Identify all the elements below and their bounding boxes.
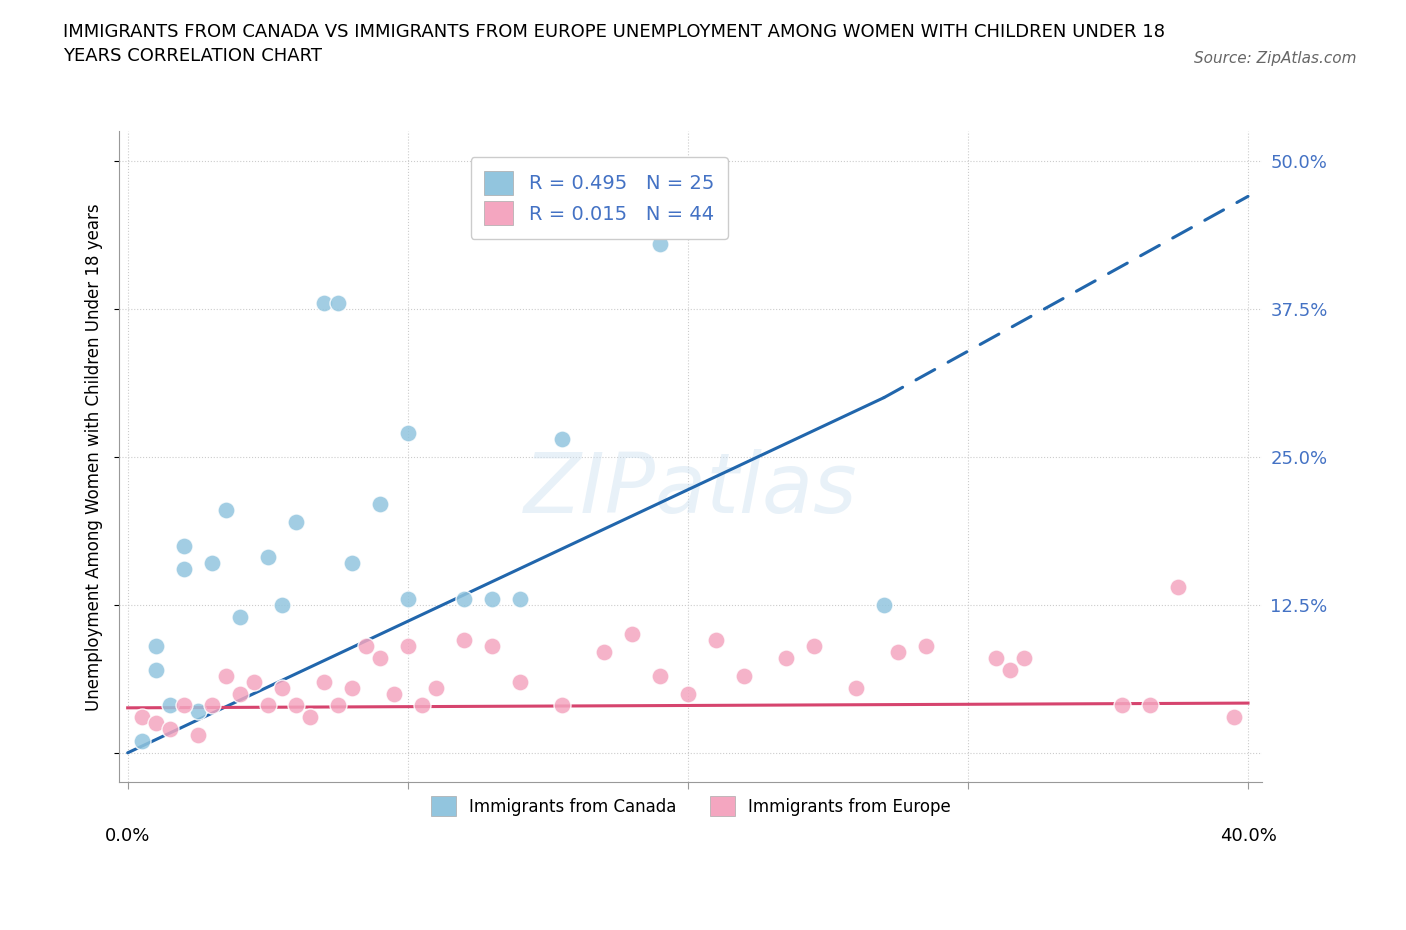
Point bbox=[775, 651, 797, 666]
Point bbox=[173, 562, 195, 577]
Point bbox=[312, 296, 335, 311]
Point bbox=[201, 556, 224, 571]
Text: 40.0%: 40.0% bbox=[1219, 828, 1277, 845]
Text: IMMIGRANTS FROM CANADA VS IMMIGRANTS FROM EUROPE UNEMPLOYMENT AMONG WOMEN WITH C: IMMIGRANTS FROM CANADA VS IMMIGRANTS FRO… bbox=[63, 23, 1166, 65]
Point bbox=[1223, 710, 1246, 724]
Point bbox=[284, 698, 307, 713]
Point bbox=[145, 662, 167, 677]
Point bbox=[312, 674, 335, 689]
Point bbox=[228, 609, 250, 624]
Point bbox=[173, 698, 195, 713]
Point bbox=[131, 710, 153, 724]
Point bbox=[998, 662, 1021, 677]
Point bbox=[733, 669, 755, 684]
Point bbox=[396, 639, 419, 654]
Point bbox=[803, 639, 825, 654]
Point bbox=[873, 597, 896, 612]
Point bbox=[131, 734, 153, 749]
Point bbox=[481, 639, 503, 654]
Point bbox=[159, 698, 181, 713]
Point bbox=[1012, 651, 1035, 666]
Text: Source: ZipAtlas.com: Source: ZipAtlas.com bbox=[1194, 51, 1357, 66]
Point bbox=[887, 644, 910, 659]
Point bbox=[592, 644, 614, 659]
Point bbox=[648, 669, 671, 684]
Point bbox=[1111, 698, 1133, 713]
Point bbox=[340, 556, 363, 571]
Y-axis label: Unemployment Among Women with Children Under 18 years: Unemployment Among Women with Children U… bbox=[86, 203, 103, 711]
Point bbox=[551, 698, 574, 713]
Point bbox=[242, 674, 264, 689]
Point bbox=[326, 698, 349, 713]
Point bbox=[453, 591, 475, 606]
Point bbox=[411, 698, 433, 713]
Point bbox=[145, 716, 167, 731]
Point bbox=[648, 236, 671, 251]
Point bbox=[201, 698, 224, 713]
Point bbox=[481, 591, 503, 606]
Point bbox=[704, 633, 727, 648]
Point bbox=[270, 680, 292, 695]
Point bbox=[368, 651, 391, 666]
Point bbox=[228, 686, 250, 701]
Point bbox=[256, 550, 278, 565]
Point bbox=[396, 591, 419, 606]
Point bbox=[984, 651, 1007, 666]
Point bbox=[845, 680, 868, 695]
Point bbox=[676, 686, 699, 701]
Point bbox=[173, 538, 195, 553]
Point bbox=[159, 722, 181, 737]
Point bbox=[915, 639, 938, 654]
Point bbox=[256, 698, 278, 713]
Point bbox=[215, 669, 238, 684]
Point bbox=[368, 497, 391, 512]
Point bbox=[396, 426, 419, 441]
Text: 0.0%: 0.0% bbox=[105, 828, 150, 845]
Point bbox=[382, 686, 405, 701]
Point bbox=[509, 591, 531, 606]
Point bbox=[354, 639, 377, 654]
Point bbox=[1139, 698, 1161, 713]
Legend: Immigrants from Canada, Immigrants from Europe: Immigrants from Canada, Immigrants from … bbox=[420, 786, 960, 826]
Point bbox=[620, 627, 643, 642]
Point bbox=[326, 296, 349, 311]
Point bbox=[425, 680, 447, 695]
Point bbox=[298, 710, 321, 724]
Point bbox=[187, 727, 209, 742]
Point bbox=[340, 680, 363, 695]
Text: ZIPatlas: ZIPatlas bbox=[524, 449, 858, 530]
Point bbox=[215, 503, 238, 518]
Point bbox=[284, 514, 307, 529]
Point bbox=[145, 639, 167, 654]
Point bbox=[453, 633, 475, 648]
Point bbox=[551, 432, 574, 446]
Point bbox=[509, 674, 531, 689]
Point bbox=[1167, 579, 1189, 594]
Point bbox=[187, 704, 209, 719]
Point bbox=[270, 597, 292, 612]
